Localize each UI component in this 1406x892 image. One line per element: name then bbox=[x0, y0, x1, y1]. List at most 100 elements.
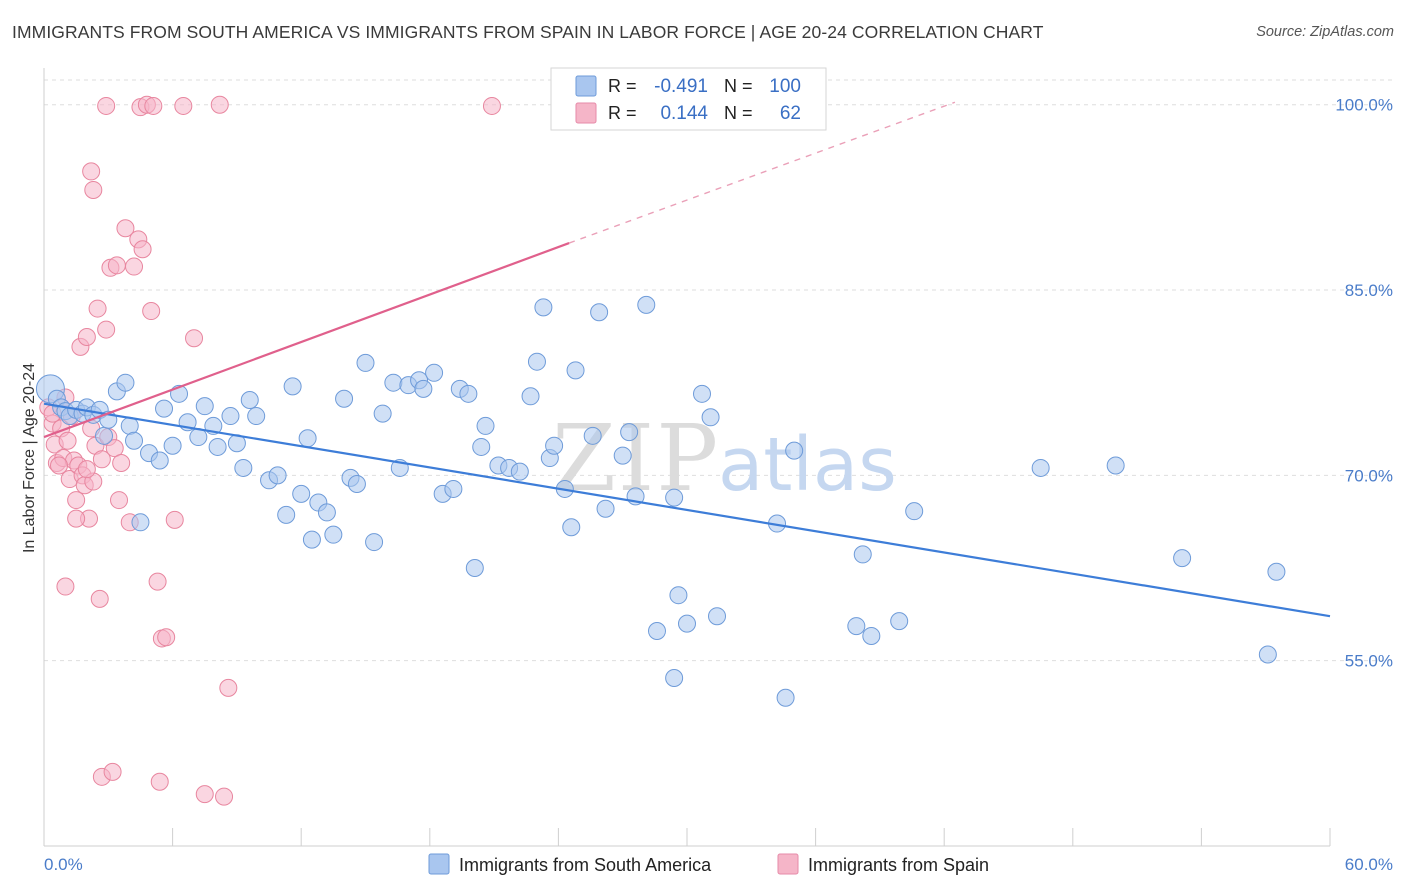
spain-point bbox=[50, 456, 69, 475]
south-america-point bbox=[905, 502, 924, 521]
spain-point bbox=[58, 431, 77, 450]
south-america-point bbox=[701, 408, 720, 427]
y-tick-label: 70.0% bbox=[1345, 466, 1393, 485]
south-america-point bbox=[890, 612, 909, 631]
south-america-point bbox=[298, 429, 317, 448]
south-america-point bbox=[384, 373, 403, 392]
stats-swatch-blue bbox=[575, 75, 597, 97]
south-america-point bbox=[444, 479, 463, 498]
spain-point bbox=[185, 329, 204, 348]
y-tick-label: 55.0% bbox=[1345, 652, 1393, 671]
south-america-point bbox=[317, 503, 336, 522]
south-america-point bbox=[1258, 645, 1277, 664]
south-america-point bbox=[365, 533, 384, 552]
spain-point bbox=[84, 180, 103, 199]
spain-point bbox=[125, 257, 144, 276]
south-america-point bbox=[221, 407, 240, 426]
south-america-point bbox=[335, 389, 354, 408]
stats-r-label-1: R = bbox=[608, 76, 637, 96]
stats-n-label-1: N = bbox=[724, 76, 753, 96]
south-america-point bbox=[566, 361, 585, 380]
spain-point bbox=[482, 96, 501, 115]
x-tick-label-max: 60.0% bbox=[1345, 855, 1393, 874]
stats-legend: R = -0.491 N = 100 R = 0.144 N = 62 bbox=[550, 67, 827, 131]
south-america-point bbox=[465, 559, 484, 578]
spain-point bbox=[88, 299, 107, 318]
south-america-point bbox=[476, 416, 495, 435]
south-america-point bbox=[785, 441, 804, 460]
south-america-point bbox=[268, 466, 287, 485]
south-america-point bbox=[510, 462, 529, 481]
spain-point bbox=[142, 302, 161, 321]
spain-point bbox=[165, 510, 184, 529]
south-america-point bbox=[527, 352, 546, 371]
south-america-point bbox=[234, 458, 253, 477]
south-america-point bbox=[590, 303, 609, 322]
south-america-point bbox=[583, 426, 602, 445]
spain-point bbox=[67, 491, 86, 510]
south-america-point bbox=[708, 607, 727, 626]
south-america-point bbox=[277, 505, 296, 524]
south-america-point bbox=[596, 499, 615, 518]
spain-point bbox=[210, 95, 229, 114]
spain-point bbox=[112, 454, 131, 472]
spain-point bbox=[133, 240, 152, 259]
stats-n-value-1: 100 bbox=[769, 76, 801, 97]
grid-lines bbox=[44, 79, 1394, 662]
watermark: ZIP atlas bbox=[552, 405, 897, 512]
source-label: Source: ZipAtlas.com bbox=[1256, 24, 1394, 40]
south-america-point bbox=[414, 379, 433, 398]
spain-point bbox=[110, 491, 129, 510]
south-america-point bbox=[665, 668, 684, 687]
spain-point bbox=[103, 762, 122, 781]
stats-r-label-2: R = bbox=[608, 103, 637, 123]
spain-point bbox=[144, 96, 163, 115]
spain-point bbox=[150, 772, 169, 791]
stats-swatch-pink bbox=[575, 102, 597, 124]
legend-swatch-spain[interactable] bbox=[777, 853, 799, 875]
stats-n-value-2: 62 bbox=[780, 103, 801, 124]
spain-points bbox=[39, 95, 501, 806]
stats-r-value-1: -0.491 bbox=[654, 76, 708, 97]
south-america-point bbox=[459, 384, 478, 403]
south-america-point bbox=[247, 407, 266, 426]
south-america-point bbox=[347, 475, 366, 494]
south-america-point bbox=[155, 399, 174, 418]
bottom-legend: Immigrants from South America Immigrants… bbox=[428, 853, 989, 875]
south-america-point bbox=[302, 530, 321, 549]
spain-point bbox=[116, 219, 135, 238]
chart-title: IMMIGRANTS FROM SOUTH AMERICA VS IMMIGRA… bbox=[12, 22, 1044, 42]
south-america-point bbox=[534, 298, 553, 317]
south-america-point bbox=[116, 373, 135, 392]
south-america-point bbox=[665, 488, 684, 507]
x-ticks bbox=[43, 828, 1331, 846]
spain-point bbox=[82, 162, 101, 181]
spain-point bbox=[97, 320, 116, 339]
legend-label-south-america[interactable]: Immigrants from South America bbox=[459, 855, 712, 875]
south-america-point bbox=[521, 387, 540, 406]
south-america-point bbox=[847, 617, 866, 636]
south-america-point bbox=[669, 586, 688, 605]
south-america-point bbox=[131, 513, 150, 532]
spain-trend-line bbox=[43, 242, 570, 439]
south-america-point bbox=[853, 545, 872, 564]
south-america-point bbox=[373, 404, 392, 423]
y-tick-label: 85.0% bbox=[1345, 281, 1393, 300]
spain-point bbox=[92, 450, 111, 469]
y-tick-label: 100.0% bbox=[1335, 96, 1393, 115]
south-america-point bbox=[120, 416, 139, 435]
south-america-point bbox=[472, 437, 491, 456]
south-america-point bbox=[620, 423, 639, 442]
y-axis-label: In Labor Force | Age 20-24 bbox=[21, 363, 38, 553]
south-america-point bbox=[862, 626, 881, 645]
south-america-point bbox=[125, 431, 144, 450]
spain-point bbox=[77, 460, 96, 479]
south-america-point bbox=[613, 446, 632, 465]
legend-swatch-south-america[interactable] bbox=[428, 853, 450, 875]
spain-point bbox=[56, 577, 75, 596]
spain-point bbox=[97, 96, 116, 115]
south-america-point bbox=[647, 622, 666, 641]
legend-label-spain[interactable]: Immigrants from Spain bbox=[808, 855, 989, 875]
spain-point bbox=[77, 327, 96, 346]
